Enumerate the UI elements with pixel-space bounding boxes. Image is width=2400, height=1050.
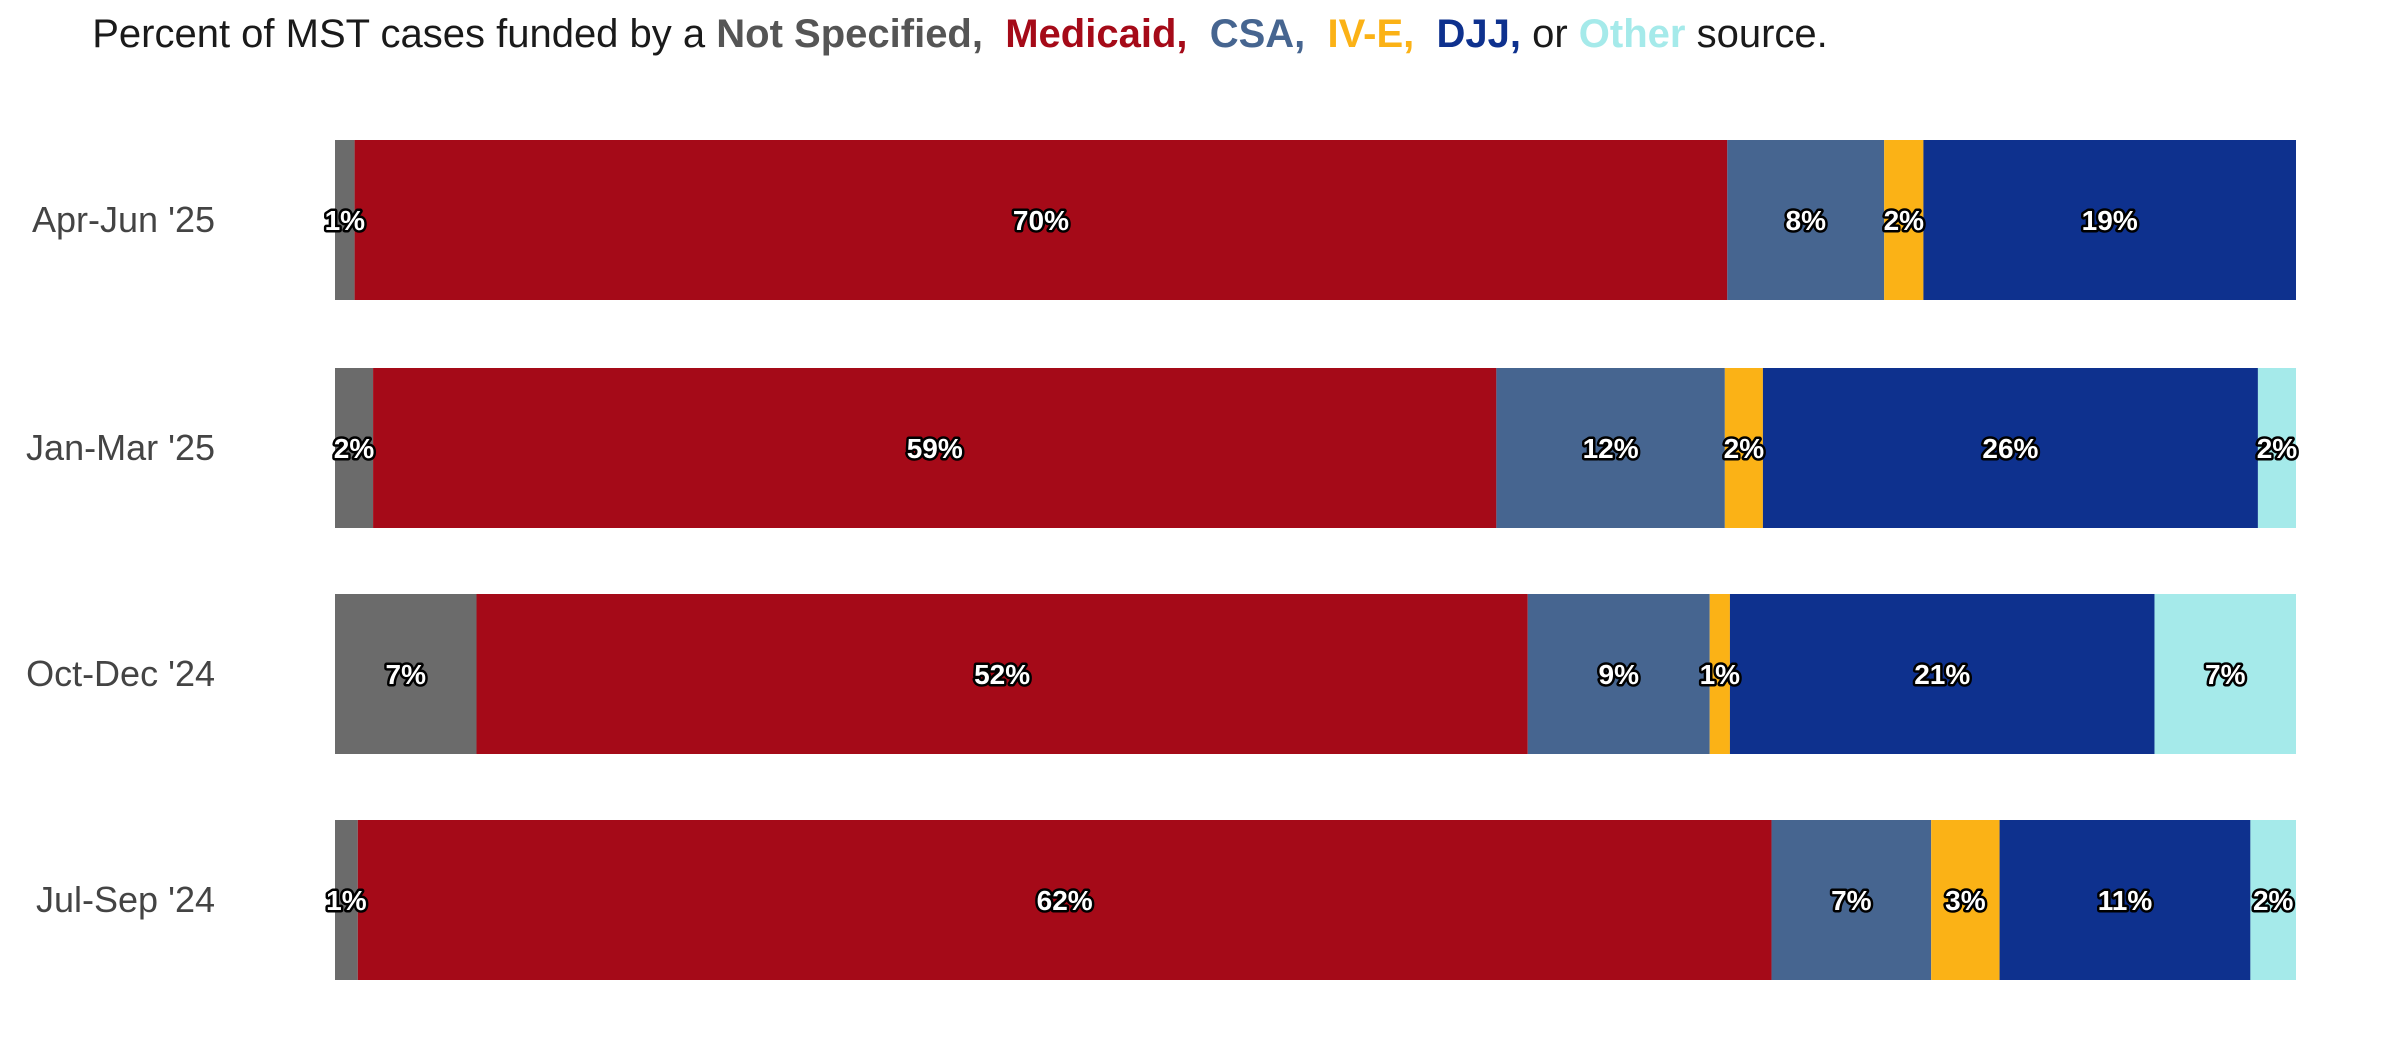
data-label: 59%: [907, 433, 963, 464]
bar-segment-medicaid: [354, 140, 1728, 300]
data-label: 70%: [1013, 205, 1069, 236]
category-label: Jan-Mar '25: [26, 427, 215, 468]
bar-segment-iv-e: [1709, 594, 1730, 754]
bar-segment-iv-e: [1884, 140, 1924, 300]
data-label: 7%: [2205, 659, 2246, 690]
title-legend-iv-e: IV-E,: [1327, 12, 1415, 56]
data-label: 62%: [1037, 885, 1093, 916]
title-legend-other: Other: [1578, 12, 1686, 56]
title-prefix: Percent of MST cases funded by a: [92, 12, 706, 56]
bar-segment-medicaid: [357, 820, 1772, 980]
data-label: 1%: [326, 885, 367, 916]
title-legend-not-specified: Not Specified,: [716, 12, 983, 56]
data-label: 3%: [1945, 885, 1986, 916]
bar-segment-djj: [1729, 594, 2155, 754]
title-legend-csa: CSA,: [1209, 12, 1306, 56]
bar-segment-csa: [1527, 594, 1710, 754]
bar-segment-not-specified: [335, 140, 355, 300]
data-label: 7%: [1831, 885, 1872, 916]
data-label: 8%: [1786, 205, 1827, 236]
data-label: 12%: [1583, 433, 1639, 464]
data-label: 2%: [334, 433, 375, 464]
bar-segment-not-specified: [335, 820, 358, 980]
chart-title: Percent of MST cases funded by a Not Spe…: [0, 12, 1920, 57]
category-label: Oct-Dec '24: [26, 653, 215, 694]
data-label: 26%: [1982, 433, 2038, 464]
bar-segment-iv-e: [1724, 368, 1763, 528]
title-legend-medicaid: Medicaid,: [1005, 12, 1188, 56]
data-label: 2%: [1884, 205, 1925, 236]
data-label: 2%: [2257, 433, 2298, 464]
category-label: Apr-Jun '25: [32, 199, 215, 240]
bar-segment-djj: [1999, 820, 2251, 980]
title-legend-djj: DJJ,: [1436, 12, 1521, 56]
bar-segment-djj: [1762, 368, 2258, 528]
bar-segment-csa: [1727, 140, 1885, 300]
data-label: 1%: [1700, 659, 1741, 690]
bar-segment-medicaid: [373, 368, 1497, 528]
data-label: 2%: [2253, 885, 2294, 916]
title-or-word: or: [1532, 12, 1568, 56]
category-label: Jul-Sep '24: [36, 879, 215, 920]
data-label: 1%: [325, 205, 366, 236]
bar-segment-not-specified: [335, 594, 477, 754]
data-label: 21%: [1914, 659, 1970, 690]
data-label: 2%: [1724, 433, 1765, 464]
data-label: 52%: [974, 659, 1030, 690]
data-label: 9%: [1599, 659, 1640, 690]
title-legend: Not Specified, Medicaid, CSA, IV-E, DJJ,…: [716, 12, 1685, 56]
data-label: 7%: [386, 659, 427, 690]
data-label: 19%: [2082, 205, 2138, 236]
bar-segment-djj: [1923, 140, 2296, 300]
title-suffix: source.: [1696, 12, 1828, 56]
bar-segment-not-specified: [335, 368, 374, 528]
bar-segment-other: [2154, 594, 2296, 754]
bar-segment-other: [2257, 368, 2296, 528]
bar-segment-medicaid: [476, 594, 1528, 754]
bar-segment-other: [2250, 820, 2296, 980]
bar-segment-csa: [1496, 368, 1725, 528]
data-label: 11%: [2098, 885, 2153, 916]
bar-segment-iv-e: [1931, 820, 2000, 980]
bar-segment-csa: [1771, 820, 1932, 980]
